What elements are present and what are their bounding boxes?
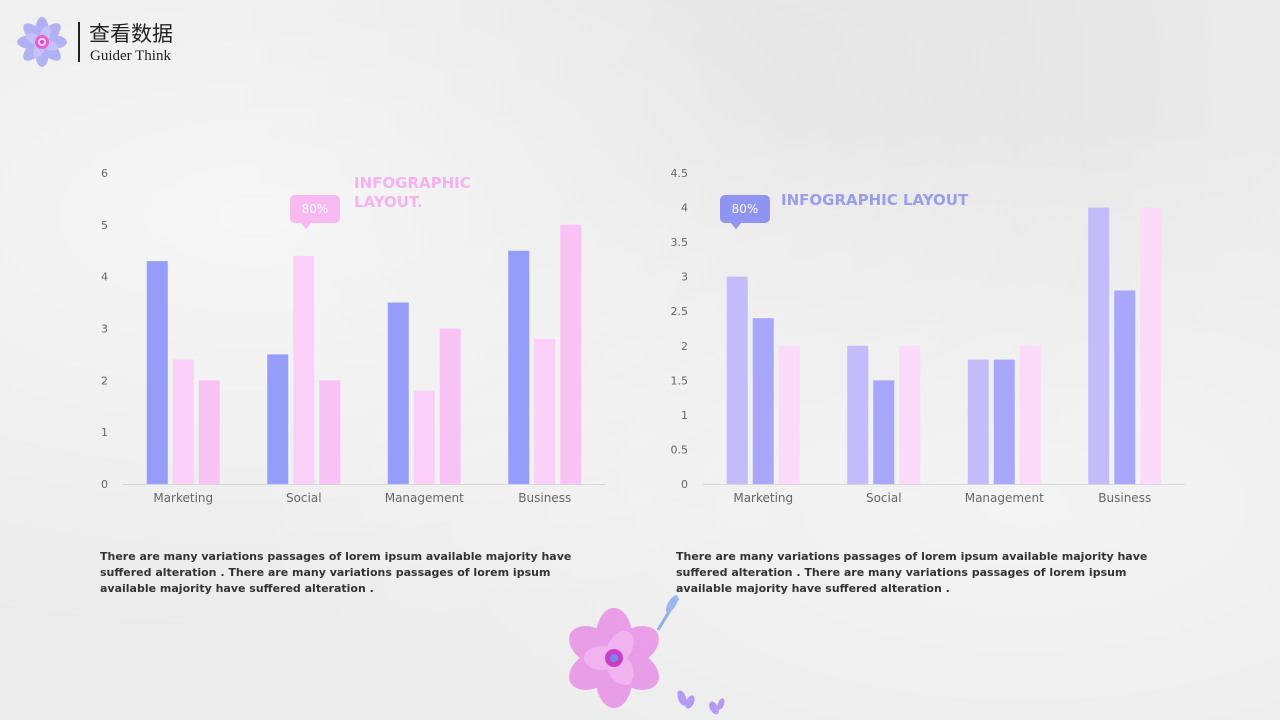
- description-right: There are many variations passages of lo…: [676, 550, 1148, 595]
- bar-management-series-1: [387, 302, 409, 484]
- pink-flower-illustration-icon: [569, 595, 725, 715]
- bar-business-series-2: [1114, 290, 1136, 484]
- y-tick-label: 2.5: [671, 305, 689, 318]
- bar-social-series-1: [267, 354, 289, 484]
- bar-business-series-2: [534, 338, 556, 484]
- y-tick-label: 4.5: [671, 167, 689, 180]
- y-tick-label: 0: [101, 478, 108, 491]
- x-category-label: Business: [1098, 491, 1151, 505]
- y-tick-label: 4: [101, 271, 108, 284]
- x-category-label: Management: [385, 491, 464, 505]
- callout-value: 80%: [301, 202, 329, 216]
- x-category-label: Marketing: [733, 491, 793, 505]
- bar-management-series-3: [439, 328, 461, 484]
- callout-badge-left: 80%: [290, 195, 340, 229]
- x-category-label: Management: [965, 491, 1044, 505]
- bar-marketing-series-1: [726, 276, 748, 484]
- bar-marketing-series-2: [172, 359, 194, 484]
- bar-management-series-1: [967, 359, 989, 484]
- x-category-label: Social: [866, 491, 902, 505]
- callout-value: 80%: [731, 202, 759, 216]
- x-category-label: Business: [518, 491, 571, 505]
- bar-chart-right: 0 0.5 1 1.5 2 2.5 3 3.5 4 4.5 Marketing Social Manag…: [671, 167, 1185, 505]
- page-subtitle: Guider Think: [90, 48, 171, 64]
- bar-chart-left: 0 1 2 3 4 5 6 Marketing Social Management Business: [101, 167, 605, 505]
- bar-business-series-3: [560, 224, 582, 484]
- y-tick-label: 3.5: [671, 236, 689, 249]
- page-title: 查看数据: [89, 22, 173, 46]
- bar-business-series-1: [1088, 207, 1110, 485]
- y-tick-label: 0: [681, 478, 688, 491]
- description-left: There are many variations passages of lo…: [100, 550, 572, 595]
- y-tick-label: 1: [681, 409, 688, 422]
- y-tick-label: 1.5: [671, 374, 689, 387]
- x-category-label: Social: [286, 491, 322, 505]
- y-tick-label: 5: [101, 219, 108, 232]
- y-tick-label: 1: [101, 426, 108, 439]
- title-divider: [78, 22, 80, 62]
- chart-heading-right: INFOGRAPHIC LAYOUT: [781, 191, 969, 209]
- bar-management-series-2: [413, 390, 435, 484]
- bar-social-series-2: [293, 255, 315, 484]
- bar-social-series-2: [873, 380, 895, 484]
- y-tick-label: 3: [681, 271, 688, 284]
- bar-social-series-3: [899, 345, 921, 484]
- bar-management-series-2: [993, 359, 1015, 484]
- y-tick-label: 0.5: [671, 443, 689, 456]
- bar-business-series-3: [1140, 207, 1162, 485]
- bar-marketing-series-3: [778, 345, 800, 484]
- y-tick-label: 3: [101, 323, 108, 336]
- callout-badge-right: 80%: [720, 195, 770, 229]
- bar-social-series-3: [319, 380, 341, 484]
- y-tick-label: 4: [681, 202, 688, 215]
- x-category-label: Marketing: [153, 491, 213, 505]
- bar-management-series-3: [1019, 345, 1041, 484]
- y-tick-label: 6: [101, 167, 108, 180]
- bar-marketing-series-1: [146, 261, 168, 484]
- y-tick-label: 2: [101, 374, 108, 387]
- chart-heading-left: INFOGRAPHIC LAYOUT.: [354, 174, 471, 211]
- bar-marketing-series-2: [752, 318, 774, 484]
- bar-social-series-1: [847, 345, 869, 484]
- bar-business-series-1: [508, 250, 530, 484]
- bar-marketing-series-3: [198, 380, 220, 484]
- flower-logo-icon: [17, 17, 67, 67]
- y-tick-label: 2: [681, 340, 688, 353]
